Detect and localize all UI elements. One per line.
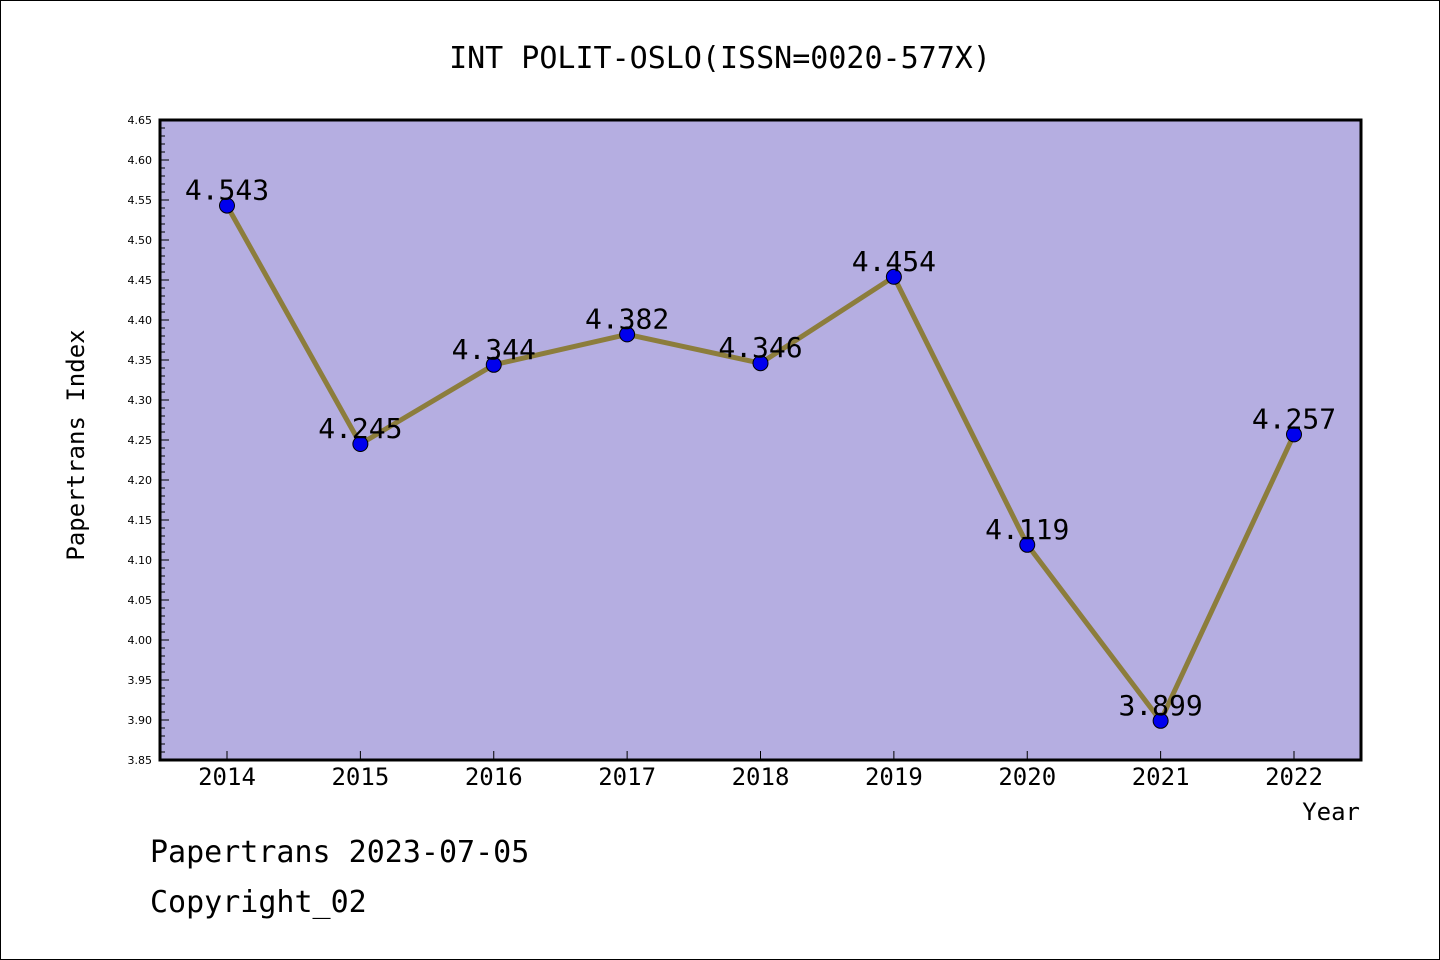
y-tick-label: 3.85	[128, 754, 153, 767]
data-labels: 4.543 4.245 4.344 4.382 4.346 4.454 4.119 3.899…	[185, 174, 1336, 722]
data-label: 4.245	[318, 412, 402, 445]
plot-border	[158, 118, 1363, 762]
y-tick-label: 4.00	[128, 634, 153, 647]
y-tick-label: 3.90	[128, 714, 153, 727]
footer-copyright-text: Copyright_02	[150, 885, 367, 920]
x-tick-label: 2017	[598, 763, 656, 791]
x-tick-label: 2021	[1132, 763, 1190, 791]
y-tick-label: 4.20	[128, 474, 153, 487]
data-label: 4.346	[718, 331, 802, 364]
y-tick-label: 4.25	[128, 434, 153, 447]
y-tick-label: 4.65	[128, 114, 153, 127]
data-label: 4.257	[1252, 402, 1336, 435]
footer-date-text: Papertrans 2023-07-05	[150, 835, 530, 870]
y-tick-label: 4.60	[128, 154, 153, 167]
data-label: 4.382	[585, 302, 669, 335]
data-point	[485, 356, 502, 373]
y-tick-label: 4.05	[128, 594, 153, 607]
y-tick-label: 4.50	[128, 234, 153, 247]
x-tick-label: 2014	[198, 763, 256, 791]
x-tick-label: 2018	[732, 763, 790, 791]
y-tick-label: 3.95	[128, 674, 153, 687]
data-label: 4.454	[852, 245, 936, 278]
y-tick-label: 4.55	[128, 194, 153, 207]
x-tick-label: 2016	[465, 763, 523, 791]
data-point	[1019, 536, 1036, 553]
y-axis-label: Papertrans Index	[62, 329, 90, 560]
data-markers	[219, 197, 1302, 729]
x-tick-label: 2019	[865, 763, 923, 791]
data-label: 3.899	[1118, 689, 1202, 722]
y-tick-label: 4.10	[128, 554, 153, 567]
data-point	[1152, 712, 1169, 729]
y-axis-tick-labels: 3.85 3.90 3.95 4.00 4.05 4.10 4.15 4.20 4.25 4.30…	[128, 114, 153, 767]
y-tick-label: 4.45	[128, 274, 153, 287]
data-label: 4.119	[985, 513, 1069, 546]
data-point	[619, 326, 636, 343]
data-point	[752, 355, 769, 372]
data-point	[352, 436, 369, 452]
x-tick-label: 2015	[331, 763, 389, 791]
x-axis-label: Year	[1302, 798, 1360, 826]
y-tick-label: 4.15	[128, 514, 153, 527]
x-axis-tick-labels: 2014 2015 2016 2017 2018 2019 2020 2021 2022	[198, 763, 1323, 791]
chart-title: INT POLIT-OSLO(ISSN=0020-577X)	[449, 41, 991, 76]
data-label: 4.344	[452, 333, 536, 366]
data-point	[885, 268, 902, 285]
y-tick-label: 4.35	[128, 354, 153, 367]
y-tick-label: 4.40	[128, 314, 153, 327]
x-tick-label: 2020	[998, 763, 1056, 791]
y-tick-label: 4.30	[128, 394, 153, 407]
data-label: 4.543	[185, 174, 269, 207]
data-point	[219, 197, 235, 214]
data-point	[1286, 426, 1302, 443]
x-tick-label: 2022	[1265, 763, 1323, 791]
